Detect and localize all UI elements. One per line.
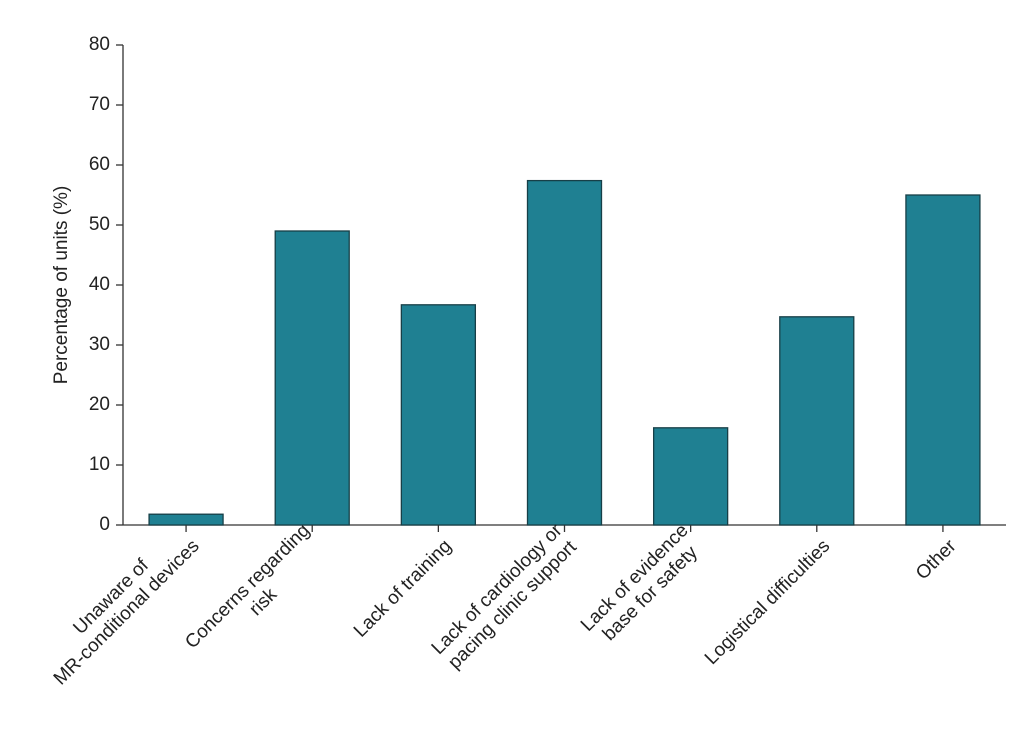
x-label-group: Lack of evidencebase for safety (577, 520, 708, 651)
bar (274, 230, 350, 526)
bar (400, 304, 477, 526)
bar (148, 513, 224, 526)
y-tick-label: 50 (89, 214, 110, 235)
y-tick-label: 80 (89, 34, 110, 55)
y-tick-label: 40 (89, 274, 110, 295)
x-tick-label: Lack of cardiology orpacing clinic suppo… (428, 520, 583, 675)
x-label-group: Unaware ofMR-conditional devices (34, 520, 204, 690)
y-tick-label: 70 (89, 94, 110, 115)
bar (652, 427, 729, 526)
x-tick-label: Other (912, 535, 961, 584)
bar (779, 316, 855, 526)
x-label-group: Lack of cardiology orpacing clinic suppo… (428, 520, 583, 675)
x-label-group: Logistical difficulties (701, 536, 834, 669)
y-axis-title: Percentage of units (%) (51, 186, 72, 385)
y-tick-label: 60 (89, 154, 110, 175)
y-tick-label: 30 (89, 334, 110, 355)
x-tick-label: Concerns regardingrisk (181, 520, 329, 668)
y-tick-label: 0 (99, 514, 110, 535)
x-tick-label: Lack of training (350, 536, 456, 642)
y-tick-label: 10 (89, 454, 110, 475)
x-tick-label: Lack of evidencebase for safety (577, 520, 708, 651)
y-tick-label: 20 (89, 394, 110, 415)
x-tick-label: Unaware ofMR-conditional devices (34, 520, 203, 689)
x-label-group: Concerns regardingrisk (181, 520, 329, 668)
bar (905, 194, 981, 526)
x-tick-label: Logistical difficulties (701, 536, 834, 669)
x-label-group: Lack of training (350, 536, 456, 642)
x-label-group: Other (912, 535, 961, 584)
bar (526, 179, 603, 526)
